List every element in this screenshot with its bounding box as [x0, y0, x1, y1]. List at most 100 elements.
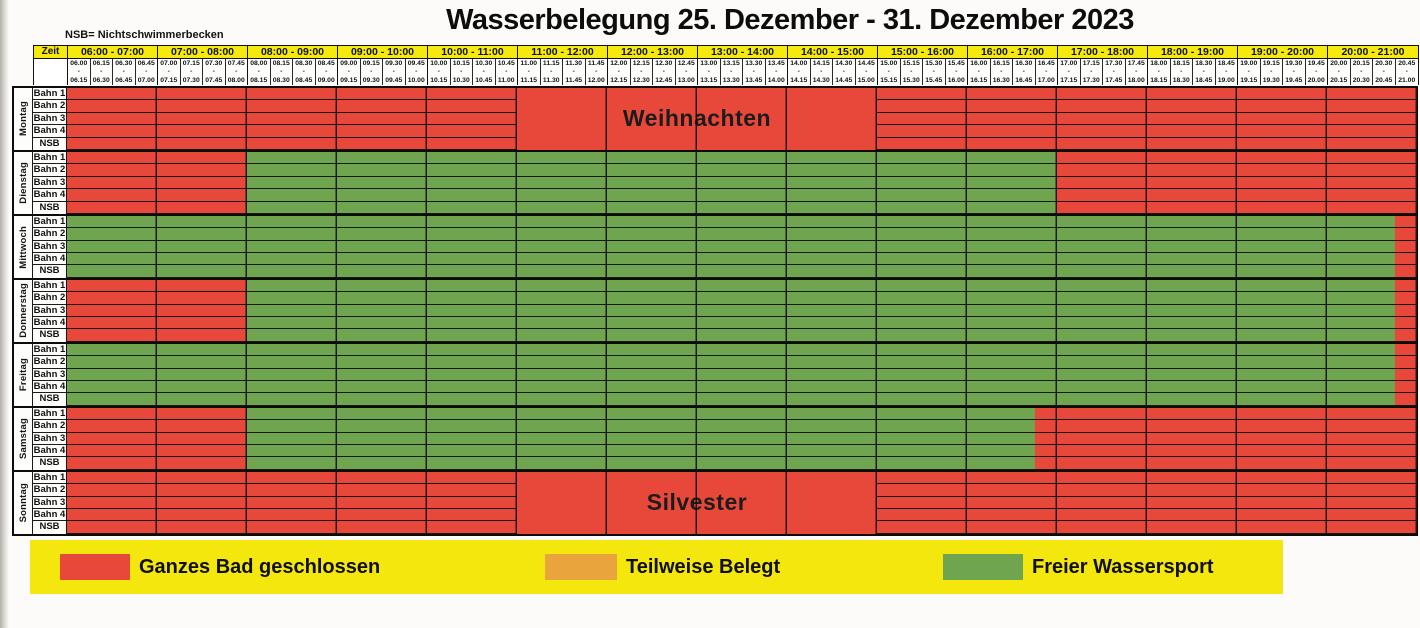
day-timeline: Silvester [67, 471, 1418, 534]
schedule-segment-closed [1394, 317, 1417, 329]
schedule-segment-free [247, 329, 1395, 341]
schedule-segment-free [247, 420, 1035, 432]
lane-label: Bahn 4 [33, 253, 67, 266]
hour-header-cell: 10:00 - 11:00 [428, 46, 518, 58]
quarter-header-cell: 17.45 - 18.00 [1125, 59, 1148, 85]
hour-header-cell: 08:00 - 09:00 [248, 46, 338, 58]
quarter-header-cell: 06.15 - 06.30 [90, 59, 113, 85]
schedule-segment-closed [1057, 189, 1417, 201]
quarter-header-cell: 13.30 - 13.45 [743, 59, 766, 85]
day-block: Mittwoch Bahn 1 Bahn 2 Bahn 3 Bahn 4 NSB [12, 215, 1418, 280]
lane-label: Bahn 1 [33, 151, 67, 165]
schedule-segment-closed [67, 201, 247, 213]
lane-label: Bahn 1 [33, 88, 67, 101]
quarter-header-cell: 19.30 - 19.45 [1283, 59, 1306, 85]
schedule-segment-free [247, 279, 1395, 292]
day-timeline [67, 215, 1418, 278]
lane-label: Bahn 4 [33, 317, 67, 330]
schedule-segment-closed [1394, 292, 1417, 304]
lane-label-column: Bahn 1 Bahn 2 Bahn 3 Bahn 4 NSB [33, 215, 67, 278]
schedule-segment-free [247, 444, 1035, 457]
schedule-segment-free [67, 240, 1395, 253]
quarter-header-cell: 12.30 - 12.45 [653, 59, 676, 85]
lane-label: Bahn 3 [33, 176, 67, 190]
holiday-banner-label: Silvester [646, 489, 748, 516]
schedule-segment-closed [1394, 368, 1417, 380]
day-block: Dienstag Bahn 1 Bahn 2 Bahn 3 Bahn 4 NSB [12, 151, 1418, 216]
schedule-row [67, 329, 1417, 342]
schedule-row [67, 380, 1417, 394]
schedule-segment-closed [67, 407, 247, 420]
zeit-header-cell: Zeit [34, 46, 68, 58]
quarter-header-cell: 15.00 - 15.15 [878, 59, 901, 85]
schedule-row [67, 420, 1417, 433]
lane-label-column: Bahn 1 Bahn 2 Bahn 3 Bahn 4 NSB [33, 279, 67, 342]
day-label-cell: Sonntag [14, 471, 33, 534]
quarter-header-cell: 08.00 - 08.15 [248, 59, 271, 85]
lane-label: Bahn 4 [33, 444, 67, 458]
lane-label-column: Bahn 1 Bahn 2 Bahn 3 Bahn 4 NSB [33, 88, 67, 150]
legend-swatch-closed [60, 554, 130, 580]
quarter-header-cell: 17.30 - 17.45 [1103, 59, 1126, 85]
schedule-segment-closed [67, 432, 247, 444]
schedule-row [67, 407, 1417, 421]
schedule-segment-closed [67, 292, 247, 304]
lane-label: Bahn 2 [33, 164, 67, 177]
quarter-header-cell: 07.15 - 07.30 [180, 59, 203, 85]
schedule-row [67, 265, 1417, 278]
day-timeline [67, 279, 1418, 342]
schedule-segment-closed [1057, 176, 1417, 189]
quarter-header-cell: 10.30 - 10.45 [473, 59, 496, 85]
schedule-row [67, 151, 1417, 165]
hour-header-cell: 06:00 - 07:00 [68, 46, 158, 58]
hour-header-cell: 19:00 - 20:00 [1238, 46, 1328, 58]
quarter-header-cell: 12.45 - 13.00 [675, 59, 698, 85]
schedule-segment-free [67, 380, 1395, 393]
day-label-cell: Donnerstag [14, 279, 33, 342]
schedule-segment-free [247, 292, 1395, 304]
lane-label: NSB [33, 457, 67, 470]
schedule-segment-free [67, 215, 1395, 228]
legend-item-partial: Teilweise Belegt [545, 540, 780, 594]
day-label: Donnerstag [17, 283, 29, 339]
lane-label: Bahn 3 [33, 496, 67, 509]
day-timeline: Weihnachten [67, 88, 1418, 150]
schedule-row [67, 444, 1417, 458]
schedule-segment-free [247, 164, 1057, 176]
quarter-header-cell: 17.00 - 17.15 [1058, 59, 1081, 85]
quarter-header-cell: 09.45 - 10.00 [405, 59, 428, 85]
schedule-segment-closed [67, 176, 247, 189]
schedule-segment-free [247, 304, 1395, 317]
time-header: Zeit 06:00 - 07:00 07:00 - 08:00 08:00 - 0… [33, 45, 1419, 85]
hour-header-cell: 15:00 - 16:00 [878, 46, 968, 58]
schedule-row [67, 356, 1417, 369]
hour-header-cell: 12:00 - 13:00 [608, 46, 698, 58]
schedule-row [67, 317, 1417, 330]
quarter-header-cell: 13.15 - 13.30 [720, 59, 743, 85]
schedule-segment-closed [1034, 432, 1417, 444]
quarter-header-cell: 19.00 - 19.15 [1238, 59, 1261, 85]
quarter-header-cell: 15.45 - 16.00 [945, 59, 968, 85]
quarter-header-cell: 14.00 - 14.15 [788, 59, 811, 85]
lane-label: Bahn 2 [33, 292, 67, 305]
schedule-segment-free [67, 253, 1395, 265]
lane-label: Bahn 3 [33, 112, 67, 126]
hour-header-cell: 20:00 - 21:00 [1328, 46, 1418, 58]
lane-label: Bahn 2 [33, 228, 67, 241]
schedule-segment-closed [67, 164, 247, 176]
schedule-segment-free [67, 356, 1395, 368]
schedule-row [67, 368, 1417, 381]
nsb-abbreviation-note: NSB= Nichtschwimmerbecken [65, 29, 224, 41]
day-label-cell: Montag [14, 88, 33, 150]
quarter-header-cell: 12.00 - 12.15 [608, 59, 631, 85]
schedule-segment-closed [67, 304, 247, 317]
quarter-header-cell: 18.15 - 18.30 [1170, 59, 1193, 85]
day-label-cell: Freitag [14, 343, 33, 406]
lane-label-column: Bahn 1 Bahn 2 Bahn 3 Bahn 4 NSB [33, 407, 67, 470]
hour-header-cell: 07:00 - 08:00 [158, 46, 248, 58]
quarter-header-cell: 18.45 - 19.00 [1215, 59, 1238, 85]
day-label: Freitag [17, 358, 29, 392]
quarter-header-cell: 11.00 - 11.15 [518, 59, 541, 85]
day-label-cell: Dienstag [14, 151, 33, 214]
